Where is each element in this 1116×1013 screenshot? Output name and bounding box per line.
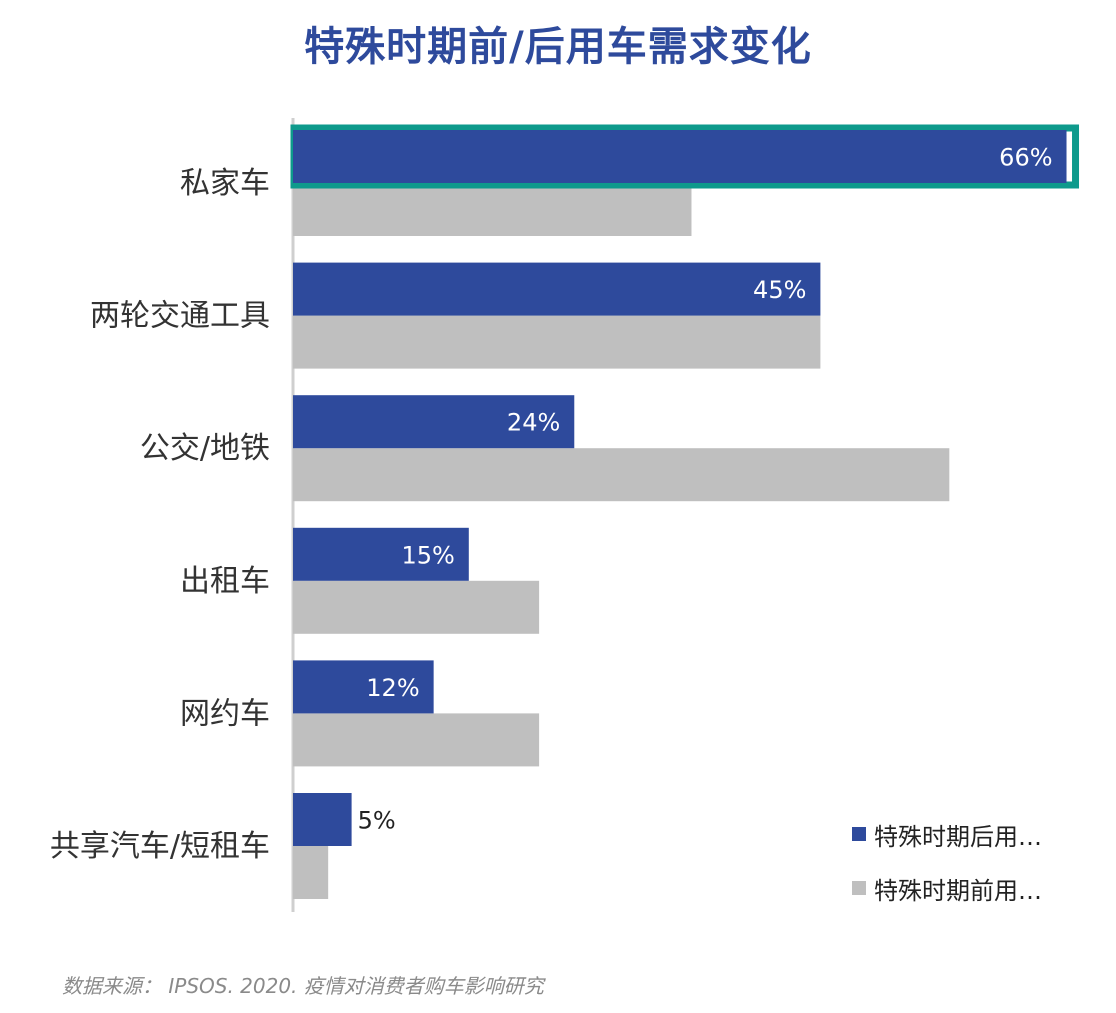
bar-before-cat-1 [293,315,821,369]
legend-item-before: 特殊时期前用… [852,872,1042,905]
value-label-cat-5: 5% [358,807,396,835]
bar-after-cat-2 [293,395,575,449]
value-label-cat-3: 15% [401,541,454,569]
category-label-cat-1: 两轮交通工具 [90,299,270,334]
bar-before-cat-0 [293,183,692,236]
chart-title: 特殊时期前/后用车需求变化 [304,24,812,70]
bar-before-cat-5 [293,846,329,899]
legend-label-before: 特殊时期前用… [874,876,1042,905]
bar-after-cat-3 [293,527,469,581]
value-label-cat-1: 45% [753,276,806,304]
legend-swatch-before [852,881,866,895]
bar-after-cat-0 [293,130,1067,183]
bar-before-cat-2 [293,448,950,502]
bar-before-cat-4 [293,713,540,767]
bar-after-cat-4 [293,660,434,714]
category-label-cat-0: 私家车 [180,166,270,201]
value-label-cat-0: 66% [999,144,1052,172]
category-label-cat-5: 共享汽车/短租车 [50,829,270,864]
bar-before-cat-3 [293,580,540,634]
value-label-cat-2: 24% [507,409,560,437]
bar-chart: 私家车 66% 两轮交通工具 45% 公交/地铁 24% 出租车 15% 网约车 12% 共享汽车/… [50,118,1080,912]
category-label-cat-4: 网约车 [180,696,270,731]
legend-item-after: 特殊时期后用… [852,818,1042,851]
legend-swatch-after [852,827,866,841]
bar-after-cat-5 [293,793,352,846]
category-label-cat-2: 公交/地铁 [140,431,270,466]
category-label-cat-3: 出租车 [180,564,270,599]
value-label-cat-4: 12% [366,674,419,702]
source-note: 数据来源： IPSOS. 2020. 疫情对消费者购车影响研究 [62,974,544,998]
bar-after-cat-1 [293,262,821,316]
legend-label-after: 特殊时期后用… [874,822,1042,851]
legend: 特殊时期后用… 特殊时期前用… [852,818,1042,926]
